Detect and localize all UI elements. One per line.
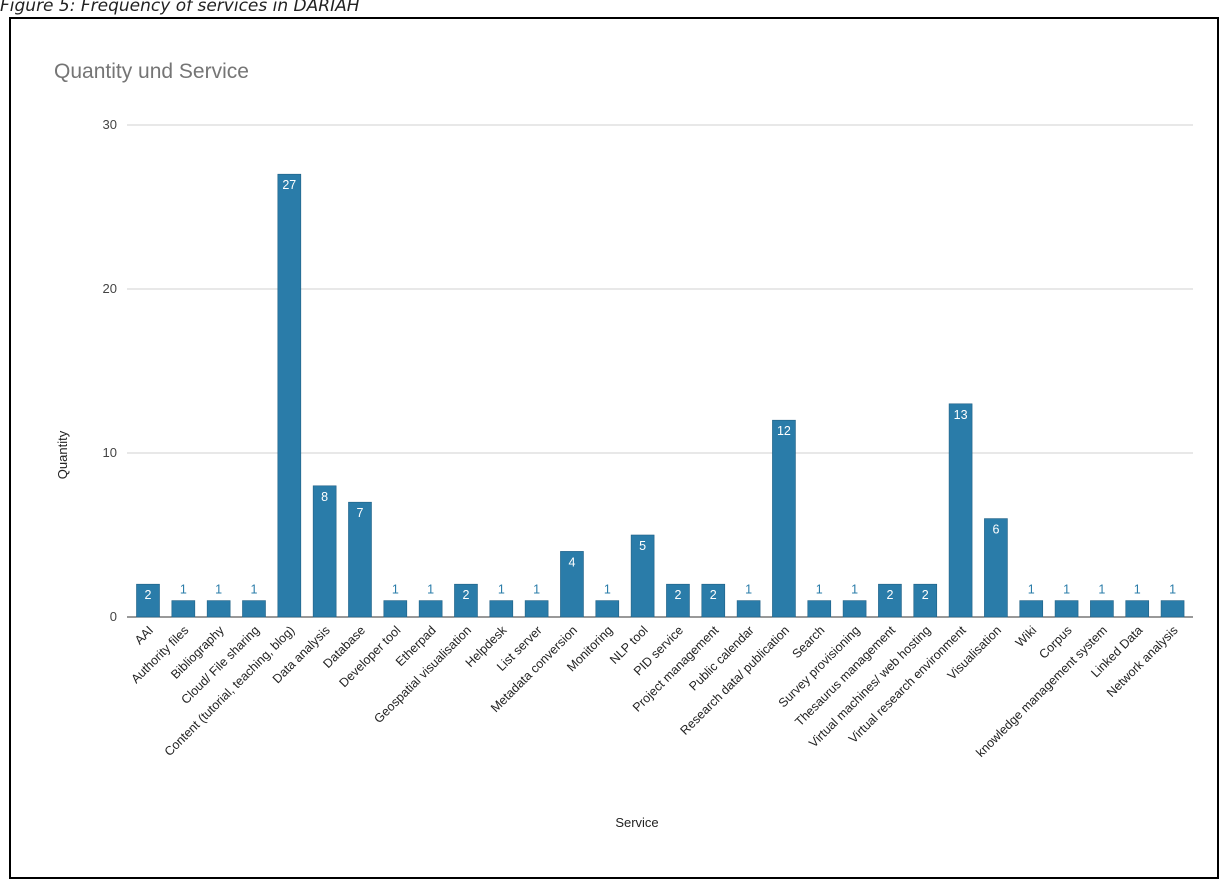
data-label: 1 bbox=[251, 583, 258, 597]
bar bbox=[383, 600, 408, 618]
bar bbox=[984, 518, 1008, 618]
data-label: 1 bbox=[392, 583, 399, 597]
data-label: 2 bbox=[922, 588, 929, 602]
bar bbox=[312, 485, 337, 618]
x-tick-label: AAI bbox=[132, 623, 156, 647]
bars bbox=[136, 173, 1185, 618]
x-tick-label: Wiki bbox=[1013, 623, 1040, 650]
data-label: 2 bbox=[886, 588, 893, 602]
bar bbox=[842, 600, 867, 618]
y-axis-title: Quantity bbox=[55, 430, 70, 479]
data-label: 7 bbox=[357, 506, 364, 520]
data-label: 2 bbox=[462, 588, 469, 602]
data-label: 1 bbox=[745, 583, 752, 597]
bar bbox=[136, 583, 160, 618]
data-label: 12 bbox=[777, 424, 791, 438]
bar bbox=[171, 600, 196, 618]
bar bbox=[736, 600, 761, 618]
data-label: 1 bbox=[1169, 583, 1176, 597]
x-tick-label: Content (tutorial, teaching, blog) bbox=[162, 623, 298, 759]
data-label: 1 bbox=[533, 583, 540, 597]
bar bbox=[948, 403, 973, 618]
y-tick-label: 0 bbox=[110, 609, 117, 624]
bar bbox=[1054, 600, 1079, 618]
bar bbox=[913, 583, 938, 618]
bar bbox=[1160, 600, 1185, 618]
bar bbox=[666, 583, 690, 618]
data-label: 4 bbox=[568, 555, 575, 569]
data-label: 1 bbox=[427, 583, 434, 597]
bar bbox=[524, 600, 549, 618]
bar bbox=[1125, 600, 1150, 618]
data-label: 1 bbox=[215, 583, 222, 597]
x-axis-title: Service bbox=[615, 815, 658, 830]
data-label: 8 bbox=[321, 490, 328, 504]
data-label: 6 bbox=[992, 523, 999, 537]
bar bbox=[1090, 600, 1114, 618]
y-tick-labels: 0 10 20 30 bbox=[103, 117, 117, 624]
chart-title: Quantity und Service bbox=[54, 60, 249, 83]
bar bbox=[1019, 600, 1044, 618]
data-label: 2 bbox=[145, 588, 152, 602]
data-label: 1 bbox=[1063, 583, 1070, 597]
data-label: 1 bbox=[498, 583, 505, 597]
data-label: 1 bbox=[180, 583, 187, 597]
bar bbox=[807, 600, 832, 618]
data-label: 2 bbox=[710, 588, 717, 602]
bar bbox=[348, 501, 372, 618]
data-label: 1 bbox=[604, 583, 611, 597]
bar bbox=[595, 600, 620, 618]
bar bbox=[206, 600, 231, 618]
x-tick-label: Developer tool bbox=[337, 623, 404, 690]
y-tick-label: 20 bbox=[103, 281, 117, 296]
data-label: 1 bbox=[851, 583, 858, 597]
data-label: 1 bbox=[816, 583, 823, 597]
x-tick-label: knowledge management system bbox=[973, 623, 1110, 760]
data-label: 1 bbox=[1028, 583, 1035, 597]
figure-caption: Figure 5: Frequency of services in DARIA… bbox=[0, 0, 360, 16]
bar bbox=[418, 600, 443, 618]
bar bbox=[277, 173, 302, 618]
data-label: 13 bbox=[954, 408, 968, 422]
bar bbox=[772, 419, 796, 618]
bar bbox=[878, 583, 902, 618]
bar bbox=[701, 583, 726, 618]
bar bbox=[454, 583, 478, 618]
y-tick-label: 30 bbox=[103, 117, 117, 132]
data-label: 2 bbox=[674, 588, 681, 602]
data-label: 5 bbox=[639, 539, 646, 553]
data-label: 27 bbox=[282, 178, 296, 192]
data-label: 1 bbox=[1134, 583, 1141, 597]
bar bbox=[489, 600, 514, 618]
data-label: 1 bbox=[1098, 583, 1105, 597]
bar bbox=[630, 534, 655, 618]
bar bbox=[242, 600, 266, 618]
chart-frame bbox=[9, 17, 1219, 879]
y-tick-label: 10 bbox=[103, 445, 117, 460]
gridlines bbox=[127, 124, 1193, 618]
bar bbox=[560, 551, 584, 618]
